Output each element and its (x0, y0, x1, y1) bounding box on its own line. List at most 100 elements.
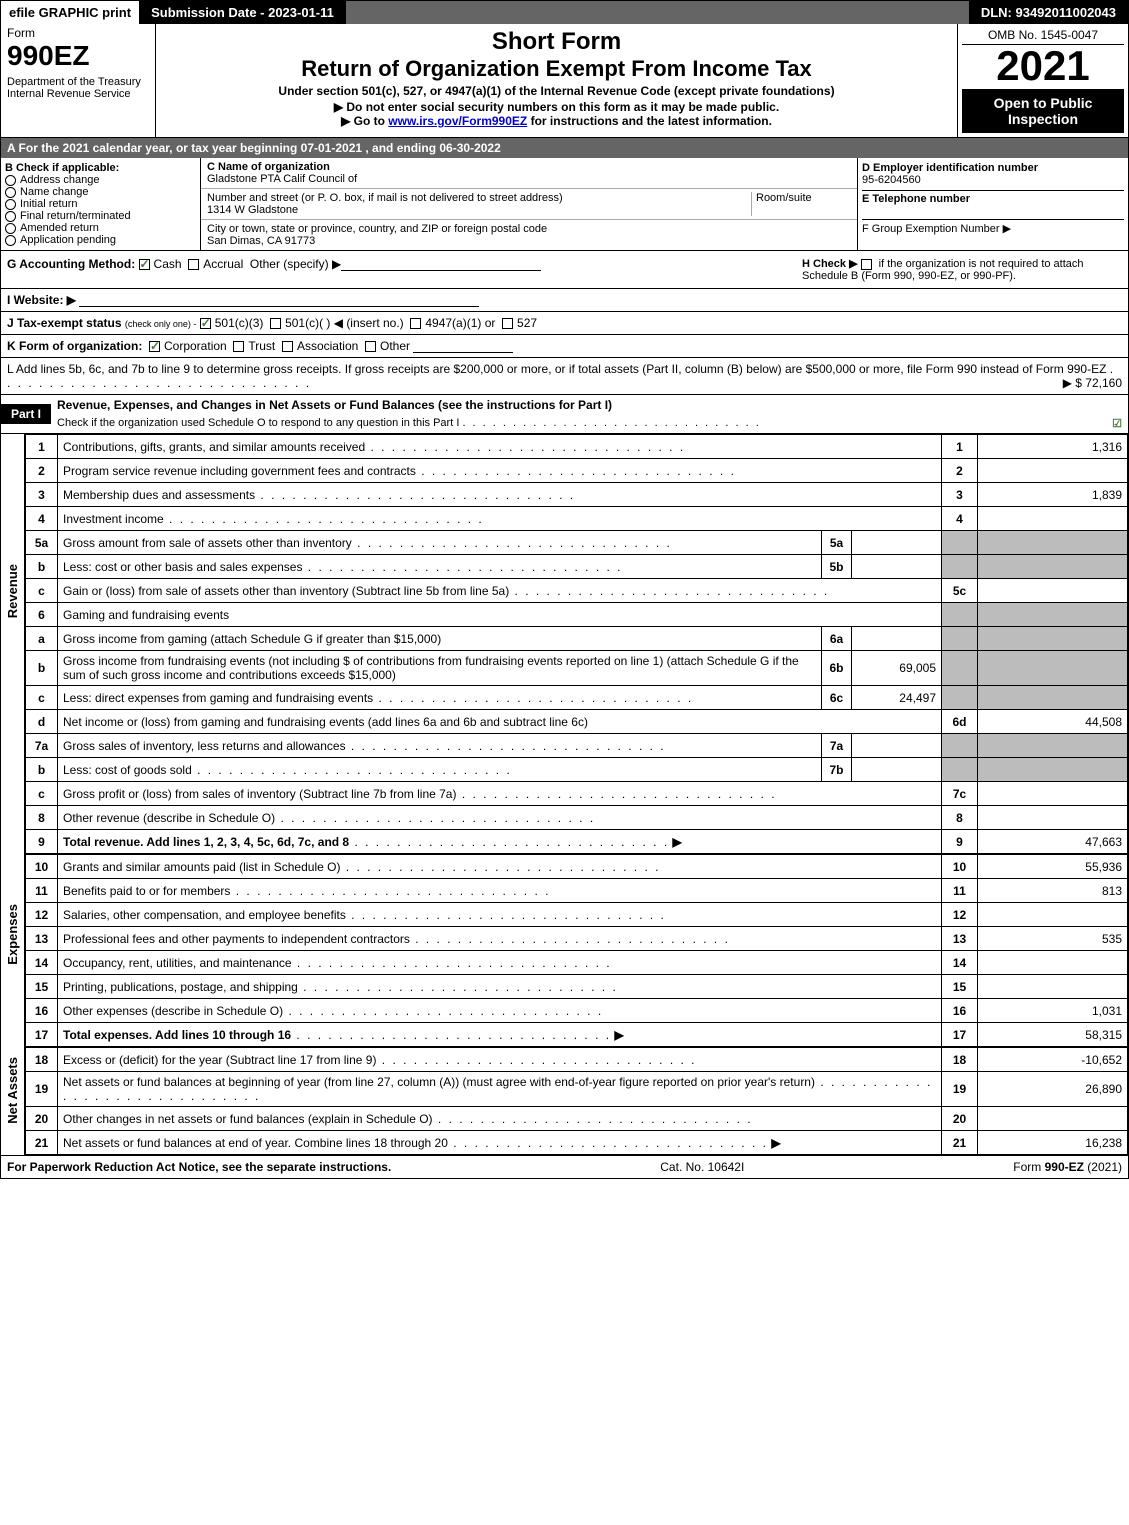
form-number: 990EZ (7, 40, 149, 72)
section-b: B Check if applicable: Address change Na… (1, 158, 201, 250)
line-10: 10Grants and similar amounts paid (list … (26, 855, 1128, 879)
city-label: City or town, state or province, country… (207, 223, 851, 235)
instr2-post: for instructions and the latest informat… (527, 114, 772, 128)
section-d: D Employer identification number 95-6204… (858, 158, 1128, 250)
section-i-label: I Website: ▶ (7, 293, 76, 307)
line-6a: aGross income from gaming (attach Schedu… (26, 627, 1128, 651)
line-21: 21Net assets or fund balances at end of … (26, 1131, 1128, 1155)
side-expenses: Expenses (5, 894, 20, 975)
info-grid: B Check if applicable: Address change Na… (1, 158, 1128, 251)
row-l: L Add lines 5b, 6c, and 7b to line 9 to … (1, 358, 1128, 395)
chk-address[interactable]: Address change (5, 174, 196, 186)
section-b-label: B Check if applicable: (5, 162, 196, 174)
footer-mid: Cat. No. 10642I (391, 1160, 1013, 1174)
chk-final[interactable]: Final return/terminated (5, 210, 196, 222)
revenue-table: 1Contributions, gifts, grants, and simil… (25, 434, 1128, 854)
line-7a: 7aGross sales of inventory, less returns… (26, 734, 1128, 758)
chk-name[interactable]: Name change (5, 186, 196, 198)
irs-link[interactable]: www.irs.gov/Form990EZ (388, 114, 527, 128)
line-5b: bLess: cost or other basis and sales exp… (26, 555, 1128, 579)
ein-label: D Employer identification number (862, 162, 1124, 174)
street-label: Number and street (or P. O. box, if mail… (207, 192, 751, 204)
line-6d: dNet income or (loss) from gaming and fu… (26, 710, 1128, 734)
submission-date: Submission Date - 2023-01-11 (139, 1, 346, 24)
tax-year: 2021 (962, 45, 1124, 87)
line-11: 11Benefits paid to or for members11813 (26, 879, 1128, 903)
section-l-text: L Add lines 5b, 6c, and 7b to line 9 to … (7, 362, 1106, 376)
line-14: 14Occupancy, rent, utilities, and mainte… (26, 951, 1128, 975)
chk-cash[interactable] (139, 259, 150, 270)
header-left: Form 990EZ Department of the Treasury In… (1, 24, 156, 137)
netassets-table: 18Excess or (deficit) for the year (Subt… (25, 1047, 1128, 1155)
efile-print-label: efile GRAPHIC print (1, 1, 139, 24)
part1-body: Revenue 1Contributions, gifts, grants, a… (1, 434, 1128, 854)
street: 1314 W Gladstone (207, 204, 751, 216)
line-19: 19Net assets or fund balances at beginni… (26, 1072, 1128, 1107)
section-k-label: K Form of organization: (7, 339, 142, 353)
section-a: A For the 2021 calendar year, or tax yea… (1, 138, 1128, 158)
row-i: I Website: ▶ (1, 289, 1128, 312)
row-j: J Tax-exempt status (check only one) - 5… (1, 312, 1128, 335)
room-label: Room/suite (751, 192, 851, 216)
ein: 95-6204560 (862, 174, 1124, 186)
chk-accrual[interactable] (188, 259, 199, 270)
chk-other-org[interactable] (365, 341, 376, 352)
chk-trust[interactable] (233, 341, 244, 352)
chk-501c[interactable] (270, 318, 281, 329)
chk-corp[interactable] (149, 341, 160, 352)
irs-label: Internal Revenue Service (7, 88, 149, 100)
line-1: 1Contributions, gifts, grants, and simil… (26, 435, 1128, 459)
header-center: Short Form Return of Organization Exempt… (156, 24, 958, 137)
line-7b: bLess: cost of goods sold7b (26, 758, 1128, 782)
line-6c: cLess: direct expenses from gaming and f… (26, 686, 1128, 710)
netassets-block: Net Assets 18Excess or (deficit) for the… (1, 1047, 1128, 1155)
section-h-label: H Check ▶ (802, 258, 858, 270)
line-5c: cGain or (loss) from sale of assets othe… (26, 579, 1128, 603)
city: San Dimas, CA 91773 (207, 235, 851, 247)
chk-assoc[interactable] (282, 341, 293, 352)
schedule-o-check[interactable]: ☑ (1112, 417, 1122, 430)
section-j-label: J Tax-exempt status (7, 316, 122, 330)
line-12: 12Salaries, other compensation, and empl… (26, 903, 1128, 927)
line-6: 6Gaming and fundraising events (26, 603, 1128, 627)
chk-amended[interactable]: Amended return (5, 222, 196, 234)
footer: For Paperwork Reduction Act Notice, see … (1, 1155, 1128, 1178)
chk-pending[interactable]: Application pending (5, 234, 196, 246)
chk-4947[interactable] (410, 318, 421, 329)
website-input[interactable] (79, 293, 479, 307)
row-g-h: G Accounting Method: Cash Accrual Other … (1, 251, 1128, 289)
open-to-public: Open to Public Inspection (962, 89, 1124, 133)
line-17: 17Total expenses. Add lines 10 through 1… (26, 1023, 1128, 1047)
line-9: 9Total revenue. Add lines 1, 2, 3, 4, 5c… (26, 830, 1128, 854)
other-method-input[interactable] (341, 257, 541, 271)
line-20: 20Other changes in net assets or fund ba… (26, 1107, 1128, 1131)
short-form-title: Short Form (160, 28, 953, 56)
dept-label: Department of the Treasury (7, 76, 149, 88)
footer-right: Form 990-EZ (2021) (1013, 1160, 1122, 1174)
line-2: 2Program service revenue including gover… (26, 459, 1128, 483)
side-netassets: Net Assets (5, 1047, 20, 1134)
line-15: 15Printing, publications, postage, and s… (26, 975, 1128, 999)
expenses-table: 10Grants and similar amounts paid (list … (25, 854, 1128, 1047)
line-3: 3Membership dues and assessments31,839 (26, 483, 1128, 507)
section-c: C Name of organization Gladstone PTA Cal… (201, 158, 858, 250)
header-right: OMB No. 1545-0047 2021 Open to Public In… (958, 24, 1128, 137)
org-name: Gladstone PTA Calif Council of (207, 173, 851, 185)
chk-527[interactable] (502, 318, 513, 329)
chk-schedule-b[interactable] (861, 259, 872, 270)
gross-receipts-amount: ▶ $ 72,160 (1063, 376, 1122, 390)
line-8: 8Other revenue (describe in Schedule O)8 (26, 806, 1128, 830)
line-13: 13Professional fees and other payments t… (26, 927, 1128, 951)
form-title: Return of Organization Exempt From Incom… (160, 56, 953, 82)
header: Form 990EZ Department of the Treasury In… (1, 24, 1128, 138)
chk-initial[interactable]: Initial return (5, 198, 196, 210)
side-labels3: Net Assets (1, 1047, 25, 1155)
form-subtitle: Under section 501(c), 527, or 4947(a)(1)… (160, 82, 953, 100)
city-row: City or town, state or province, country… (201, 220, 857, 250)
side-labels: Revenue (1, 434, 25, 854)
line-5a: 5aGross amount from sale of assets other… (26, 531, 1128, 555)
chk-501c3[interactable] (200, 318, 211, 329)
expenses-block: Expenses 10Grants and similar amounts pa… (1, 854, 1128, 1047)
side-labels2: Expenses (1, 854, 25, 1047)
other-org-input[interactable] (413, 339, 513, 353)
